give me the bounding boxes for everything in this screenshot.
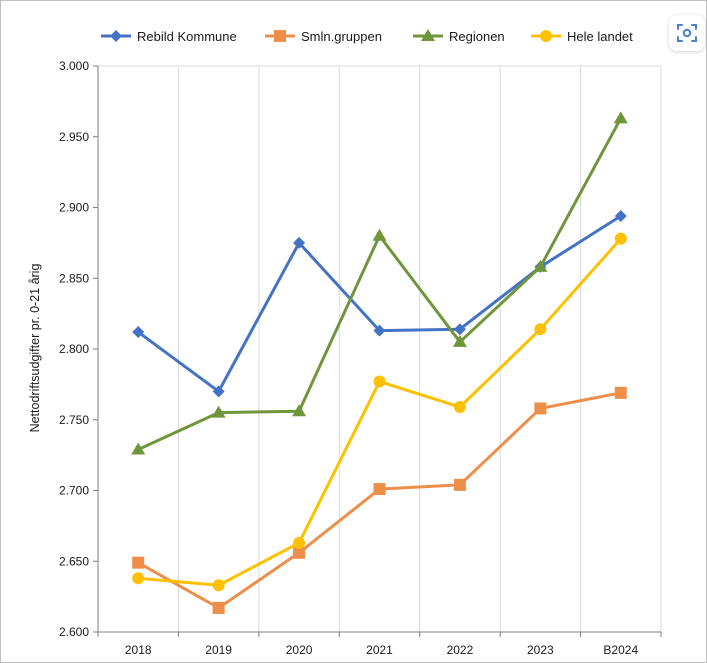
x-tick-label: 2020 [286, 643, 313, 657]
y-tick-label: 2.900 [59, 201, 89, 215]
x-tick-label: 2021 [366, 643, 393, 657]
data-point [534, 402, 547, 415]
series-smln-gruppen [132, 386, 627, 614]
data-point [132, 556, 145, 569]
y-tick-label: 2.800 [59, 342, 89, 356]
x-tick-label: 2022 [447, 643, 474, 657]
y-tick-label: 3.000 [59, 59, 89, 73]
data-point [614, 209, 627, 222]
data-point [534, 323, 547, 336]
legend-label: Regionen [449, 29, 505, 44]
data-point [614, 232, 627, 245]
x-tick-label: B2024 [603, 643, 638, 657]
y-tick-label: 2.600 [59, 625, 89, 639]
data-point [211, 405, 226, 418]
data-point [293, 536, 306, 549]
lens-search-button[interactable] [669, 15, 705, 51]
data-point [293, 546, 306, 559]
legend-item: Rebild Kommune [101, 29, 237, 44]
data-point [533, 259, 548, 272]
data-point [212, 601, 225, 614]
series-hele-landet [132, 232, 627, 592]
series-layer [131, 111, 628, 614]
data-point [372, 228, 387, 241]
data-point [293, 236, 306, 249]
y-tick-label: 2.650 [59, 554, 89, 568]
data-point [453, 323, 466, 336]
data-point [212, 579, 225, 592]
data-point [373, 375, 386, 388]
data-point [131, 442, 146, 455]
series-line [138, 237, 622, 587]
legend-item: Smln.gruppen [265, 29, 382, 44]
data-point [453, 478, 466, 491]
series-line [137, 391, 622, 610]
data-point [373, 483, 386, 496]
data-point [373, 324, 386, 337]
axis-layer: 2.600 2.650 2.700 2.750 2.800 2.850 2.900 2.950… [59, 59, 662, 657]
legend-swatch-marker [110, 30, 122, 42]
legend-swatch-marker [540, 30, 552, 42]
legend-item: Hele landet [531, 29, 633, 44]
legend-label: Rebild Kommune [137, 29, 237, 44]
data-point [613, 111, 628, 124]
data-point [132, 326, 145, 339]
legend-label: Smln.gruppen [301, 29, 382, 44]
data-point [614, 386, 627, 399]
data-point [132, 572, 145, 585]
lens-search-icon [677, 24, 697, 42]
series-line [137, 214, 622, 393]
x-tick-label: 2019 [205, 643, 232, 657]
legend-swatch-marker [421, 29, 435, 41]
legend-label: Hele landet [567, 29, 633, 44]
data-point [212, 385, 225, 398]
data-point [453, 401, 466, 414]
y-tick-label: 2.750 [59, 413, 89, 427]
legend-swatch-marker [274, 30, 286, 42]
x-tick-label: 2023 [527, 643, 554, 657]
grid-layer [97, 65, 662, 632]
y-axis-title: Nettodriftsudgifter pr. 0-21 årig [28, 264, 42, 433]
series-line [137, 117, 623, 451]
data-point [452, 334, 467, 347]
y-tick-label: 2.850 [59, 271, 89, 285]
series-regionen [131, 111, 628, 455]
x-tick-label: 2018 [125, 643, 152, 657]
data-point [292, 404, 307, 417]
legend: Rebild Kommune Smln.gruppen Regionen Hele l… [101, 29, 633, 44]
y-tick-label: 2.700 [59, 484, 89, 498]
y-tick-label: 2.950 [59, 130, 89, 144]
legend-item: Regionen [413, 29, 505, 44]
